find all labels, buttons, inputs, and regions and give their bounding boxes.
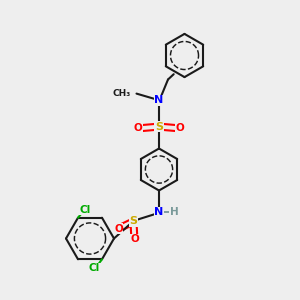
Text: O: O xyxy=(114,224,123,234)
Text: O: O xyxy=(176,123,184,134)
Text: O: O xyxy=(134,123,142,134)
Text: S: S xyxy=(155,122,163,132)
Text: Cl: Cl xyxy=(89,263,100,273)
Text: CH₃: CH₃ xyxy=(113,89,131,98)
Text: N: N xyxy=(154,207,164,218)
Text: O: O xyxy=(130,234,139,244)
Text: H: H xyxy=(169,207,178,218)
Text: S: S xyxy=(130,216,137,226)
Text: Cl: Cl xyxy=(80,205,91,215)
Text: N: N xyxy=(154,95,164,105)
